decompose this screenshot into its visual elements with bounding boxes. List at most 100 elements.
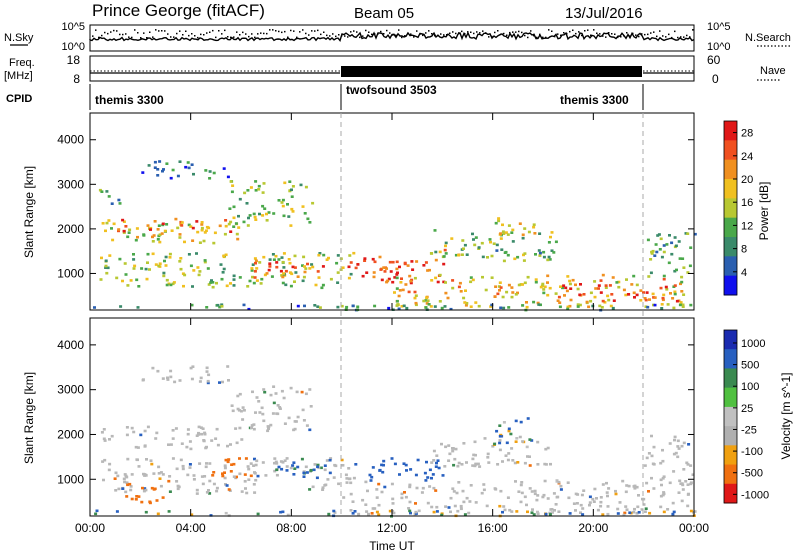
- heatmap-cell: [440, 442, 443, 446]
- y-tick-label: 2000: [57, 222, 84, 236]
- heatmap-cell: [288, 261, 292, 265]
- heatmap-cell: [372, 271, 376, 274]
- noise-search-dot: [674, 30, 676, 33]
- velocity-colorbar-tick: 1000: [741, 338, 765, 350]
- noise-search-dot: [224, 29, 226, 32]
- heatmap-cell: [175, 467, 179, 471]
- heatmap-cell: [151, 240, 155, 243]
- heatmap-cell: [275, 473, 279, 477]
- heatmap-cell: [426, 269, 430, 272]
- cpid-segment-2: twofsound 3503: [346, 83, 437, 97]
- heatmap-cell: [491, 445, 495, 448]
- heatmap-cell: [462, 296, 466, 300]
- heatmap-cell: [423, 471, 427, 475]
- heatmap-cell: [224, 224, 228, 228]
- noise-search-dot: [470, 31, 472, 33]
- heatmap-cell: [212, 241, 216, 245]
- heatmap-cell: [546, 293, 550, 297]
- heatmap-cell: [627, 293, 631, 296]
- noise-search-dot: [215, 36, 217, 39]
- heatmap-cell: [599, 500, 603, 504]
- heatmap-cell: [539, 285, 543, 289]
- heatmap-cell: [566, 275, 570, 278]
- noise-search-dot: [131, 36, 133, 39]
- heatmap-cell: [254, 259, 258, 263]
- heatmap-cell: [488, 238, 492, 241]
- heatmap-cell: [437, 466, 441, 470]
- heatmap-cell: [349, 492, 353, 496]
- heatmap-cell: [693, 232, 697, 236]
- heatmap-cell: [170, 229, 174, 232]
- heatmap-cell: [117, 229, 120, 233]
- heatmap-cell: [509, 432, 513, 436]
- heatmap-cell: [224, 219, 228, 222]
- heatmap-cell: [528, 438, 532, 441]
- heatmap-cell: [410, 260, 414, 263]
- velocity-colorbar-tick: -500: [741, 468, 763, 480]
- heatmap-cell: [444, 252, 448, 255]
- heatmap-cell: [486, 256, 489, 259]
- noise-search-dot: [296, 36, 298, 39]
- heatmap-cell: [349, 481, 353, 485]
- x-axis-label: Time UT: [369, 539, 415, 553]
- heatmap-cell: [416, 458, 420, 462]
- heatmap-cell: [686, 483, 690, 486]
- heatmap-cell: [150, 486, 154, 490]
- heatmap-cell: [211, 285, 215, 289]
- heatmap-cell: [137, 465, 141, 468]
- heatmap-cell: [189, 225, 193, 228]
- heatmap-cell: [268, 262, 272, 265]
- cpid-label: CPID: [6, 93, 32, 105]
- heatmap-cell: [608, 284, 612, 287]
- heatmap-cell: [349, 509, 353, 512]
- heatmap-cell: [272, 258, 276, 261]
- heatmap-cell: [616, 507, 620, 511]
- heatmap-cell: [216, 303, 220, 307]
- heatmap-cell: [489, 305, 493, 308]
- heatmap-cell: [115, 510, 119, 513]
- noise-search-dot: [251, 33, 253, 35]
- heatmap-cell: [282, 266, 286, 269]
- heatmap-cell: [285, 457, 289, 460]
- heatmap-cell: [280, 256, 284, 259]
- heatmap-cell: [635, 485, 639, 489]
- heatmap-cell: [612, 299, 616, 302]
- heatmap-cell: [689, 246, 693, 249]
- heatmap-cell: [336, 271, 340, 274]
- noise-search-dot: [107, 32, 109, 35]
- beam-title: Beam 05: [354, 5, 414, 22]
- heatmap-cell: [284, 269, 288, 273]
- heatmap-cell: [435, 510, 439, 513]
- heatmap-cell: [245, 202, 249, 205]
- heatmap-cell: [515, 437, 519, 440]
- heatmap-cell: [693, 510, 697, 513]
- heatmap-cell: [681, 305, 685, 308]
- heatmap-cell: [444, 241, 448, 245]
- heatmap-cell: [650, 476, 653, 480]
- heatmap-cell: [493, 442, 497, 446]
- heatmap-cell: [644, 298, 648, 302]
- heatmap-cell: [458, 281, 462, 285]
- heatmap-cell: [147, 164, 151, 167]
- freq-left-tick-top: 18: [67, 53, 81, 67]
- heatmap-cell: [250, 424, 254, 427]
- noise-search-dot: [149, 31, 151, 33]
- heatmap-cell: [164, 264, 168, 267]
- heatmap-cell: [558, 305, 562, 309]
- heatmap-cell: [245, 491, 249, 495]
- heatmap-cell: [148, 500, 152, 504]
- heatmap-cell: [235, 441, 239, 445]
- heatmap-cell: [243, 191, 247, 195]
- heatmap-cell: [398, 473, 401, 476]
- heatmap-cell: [192, 478, 196, 481]
- heatmap-cell: [497, 217, 501, 220]
- heatmap-cell: [152, 472, 156, 475]
- heatmap-cell: [282, 214, 286, 218]
- heatmap-cell: [463, 301, 467, 304]
- heatmap-cell: [533, 489, 537, 493]
- heatmap-cell: [252, 281, 256, 285]
- heatmap-cell: [627, 484, 631, 488]
- freq-unit-label: [MHz]: [4, 70, 33, 82]
- heatmap-cell: [498, 439, 502, 442]
